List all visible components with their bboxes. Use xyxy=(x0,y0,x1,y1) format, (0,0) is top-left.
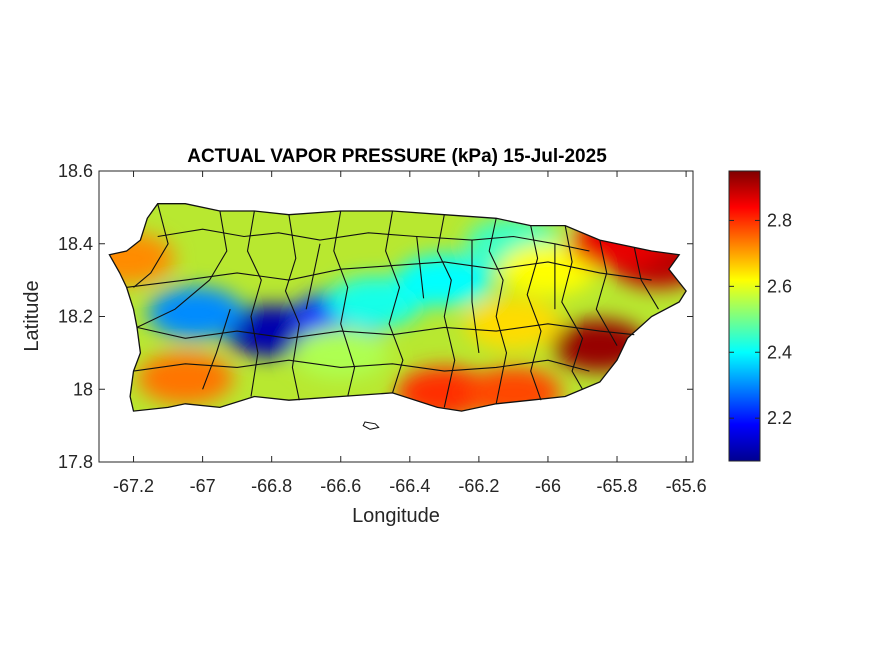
field-hotspot xyxy=(292,326,389,379)
municipality-border xyxy=(246,210,262,397)
municipality-border xyxy=(202,309,231,390)
municipality-border xyxy=(595,239,618,346)
y-tick-label: 18 xyxy=(73,379,93,399)
x-tick-label: -66.6 xyxy=(320,476,361,496)
colorbar-tick-label: 2.8 xyxy=(767,210,792,230)
small-island xyxy=(362,421,380,430)
field-hotspot xyxy=(499,243,596,296)
municipality-border xyxy=(284,214,300,401)
municipality-border xyxy=(561,225,584,390)
municipality-borders xyxy=(126,203,659,408)
field-hotspot xyxy=(109,232,175,285)
municipality-border xyxy=(126,261,652,288)
x-tick-label: -65.6 xyxy=(666,476,707,496)
x-tick-label: -66.8 xyxy=(251,476,292,496)
map-title: ACTUAL VAPOR PRESSURE (kPa) 15-Jul-2025 xyxy=(187,146,607,167)
y-tick-label: 18.4 xyxy=(58,234,93,254)
x-tick-label: -66 xyxy=(535,476,561,496)
municipality-border xyxy=(471,240,480,353)
x-tick-label: -67.2 xyxy=(113,476,154,496)
x-axis-label: Longitude xyxy=(352,505,440,527)
municipality-border xyxy=(136,210,228,328)
y-axis-label: Latitude xyxy=(21,280,43,351)
municipality-border xyxy=(436,214,456,408)
field-hotspot xyxy=(465,297,562,350)
x-tick-label: -67 xyxy=(190,476,216,496)
y-tick-label: 17.8 xyxy=(58,452,93,472)
municipality-border xyxy=(385,210,404,394)
colorbar-gradient xyxy=(728,170,761,462)
municipality-border xyxy=(133,203,169,288)
colorbar: 2.2 2.4 2.6 2.8 xyxy=(728,170,792,462)
x-tick-label: -66.4 xyxy=(389,476,430,496)
municipality-border xyxy=(416,236,425,299)
municipality-border xyxy=(305,243,321,310)
colorbar-tick-label: 2.2 xyxy=(767,408,792,428)
colorbar-tick-label: 2.6 xyxy=(767,276,792,296)
y-tick-label: 18.6 xyxy=(58,161,93,181)
x-tick-label: -65.8 xyxy=(597,476,638,496)
municipality-border xyxy=(136,323,635,339)
municipality-border xyxy=(333,210,356,397)
municipality-border xyxy=(633,247,659,310)
municipality-border xyxy=(157,228,590,252)
municipality-border xyxy=(488,218,508,404)
y-tick-label: 18.2 xyxy=(58,307,93,327)
island-outline xyxy=(108,203,687,412)
municipality-border xyxy=(526,225,542,401)
colorbar-tick-label: 2.4 xyxy=(767,342,792,362)
field-hotspot xyxy=(137,352,234,405)
map-layer xyxy=(108,203,687,430)
x-tick-label: -66.2 xyxy=(458,476,499,496)
field-hotspot xyxy=(147,286,244,339)
axes: -67.2 -67 -66.8 -66.6 -66.4 -66.2 -66 -65.8 -65.… xyxy=(58,161,707,496)
